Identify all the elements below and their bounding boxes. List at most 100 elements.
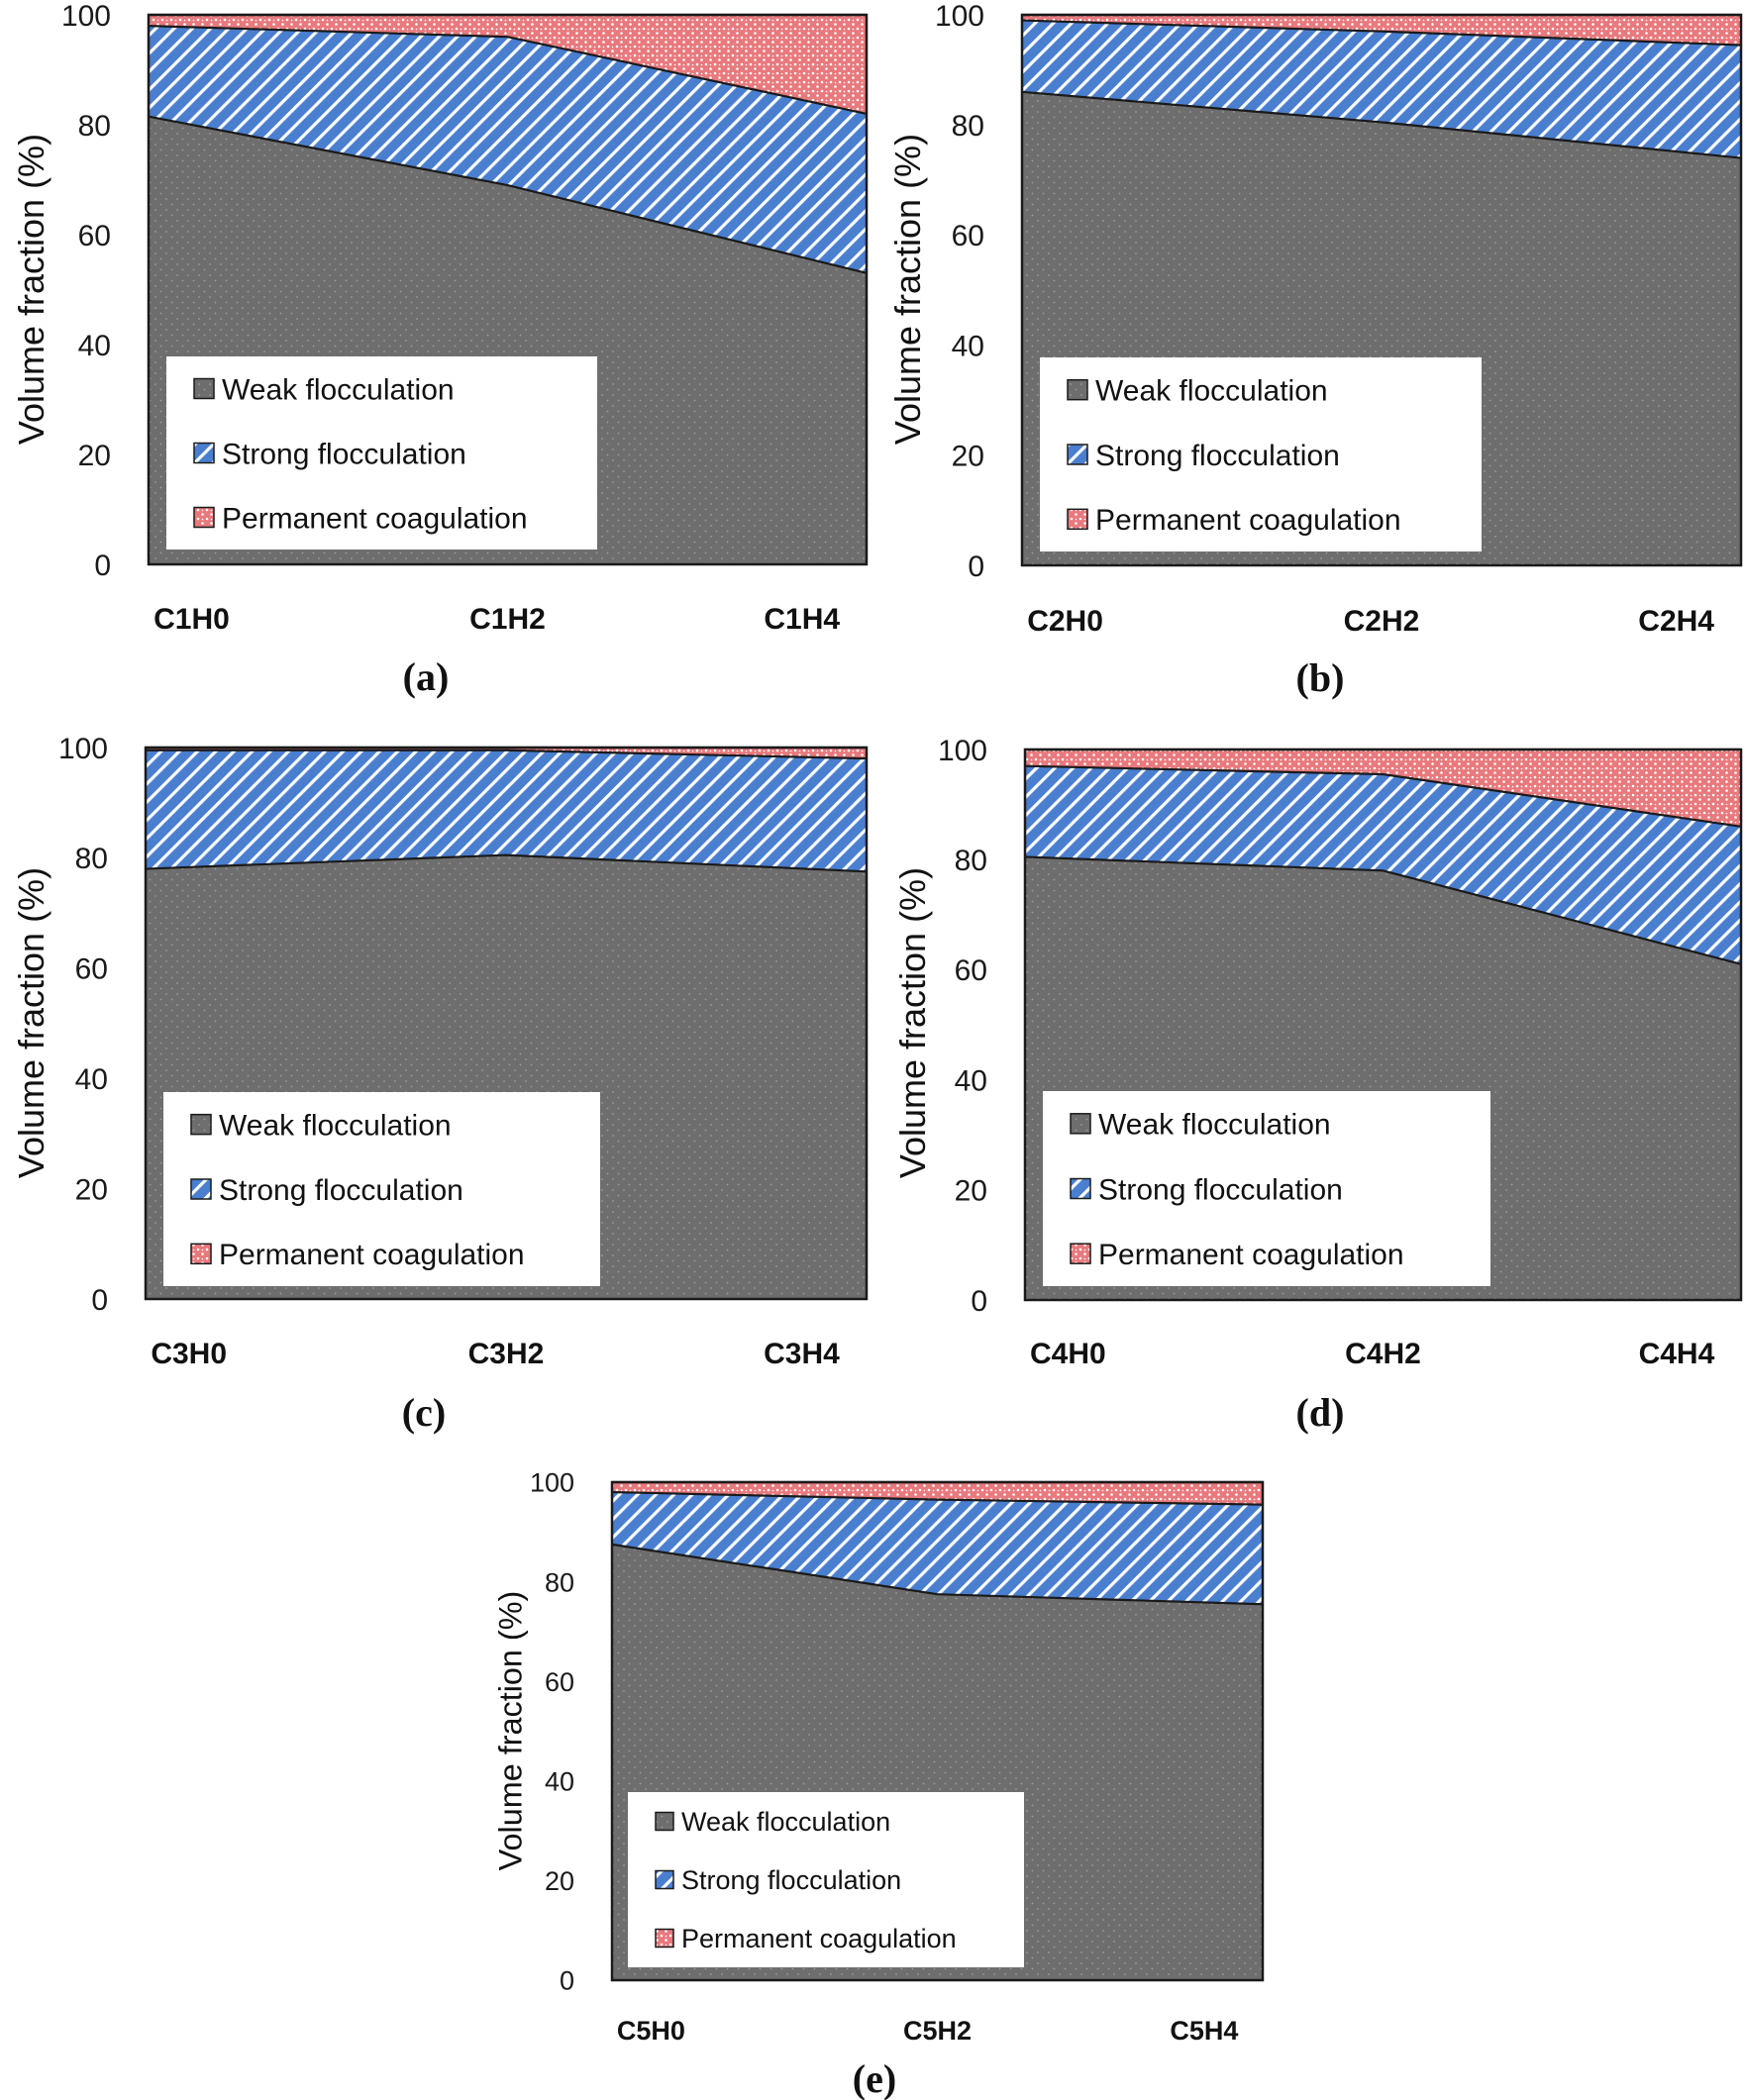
boundary-line-weak-d [1024, 855, 1742, 965]
y-tick-label: 40 [545, 1767, 574, 1797]
boundary-line-weak-b [1021, 90, 1742, 159]
y-tick-label: 40 [955, 1064, 987, 1097]
y-tick-label: 0 [968, 550, 984, 583]
chart-panel-c: 0 20 40 60 80 100 Volume fraction (%) C3H0 C3H2 C… [11, 733, 869, 1435]
boundary-line-strong-e [611, 1490, 1264, 1506]
y-tick-label: 100 [938, 735, 987, 767]
y-axis-label: Volume fraction (%) [11, 134, 51, 445]
y-tick-label: 20 [545, 1866, 574, 1896]
y-tick-label: 0 [94, 550, 111, 582]
legend-swatch-weak [655, 1811, 674, 1832]
chart-panel-d: 0 20 40 60 80 100 Volume fraction (%) C4H0 C4H2 C… [892, 735, 1743, 1435]
x-category-label: C2H0 [1027, 605, 1103, 638]
y-tick-label: 40 [75, 1063, 108, 1096]
legend-label-permanent: Permanent coagulation [681, 1924, 957, 1953]
legend-swatch-weak [1067, 378, 1088, 401]
legend-swatch-permanent [655, 1928, 674, 1949]
chart-panel-a: 0 20 40 60 80 100 Volume fraction (%) C1H0 C1H2 C… [11, 0, 869, 699]
x-category-label: C3H4 [764, 1338, 840, 1370]
area-permanent-c [146, 748, 867, 759]
boundary-line-strong-c [146, 749, 868, 760]
x-category-label: C1H4 [764, 603, 840, 636]
y-axis-label: Volume fraction (%) [892, 867, 933, 1178]
x-category-label: C5H4 [1170, 2016, 1238, 2046]
y-tick-label: 100 [61, 0, 111, 33]
legend-label-strong: Strong flocculation [219, 1174, 463, 1207]
legend: Weak flocculation Strong flocculation Perm… [163, 1092, 600, 1286]
area-permanent-e [612, 1482, 1263, 1505]
y-tick-label: 60 [952, 220, 984, 252]
x-category-label: C1H0 [154, 603, 230, 636]
y-tick-label: 80 [75, 843, 108, 875]
boundary-line-weak-a [148, 115, 868, 274]
chart-panel-e: 0 20 40 60 80 100 Volume fraction (%) C5H0 C5H2 C… [492, 1468, 1265, 2100]
panel-caption: (b) [1296, 655, 1345, 700]
x-category-label: C3H2 [468, 1338, 545, 1370]
y-tick-label: 60 [75, 953, 108, 986]
legend-label-weak: Weak flocculation [222, 373, 455, 406]
legend-swatch-strong [1070, 1177, 1091, 1200]
legend-box [1040, 357, 1482, 551]
y-tick-label: 80 [955, 845, 987, 877]
y-tick-label: 40 [952, 330, 984, 362]
legend-label-weak: Weak flocculation [1095, 374, 1328, 407]
x-category-label: C2H4 [1638, 605, 1714, 638]
legend-box [163, 1092, 600, 1286]
panel-caption: (d) [1296, 1390, 1345, 1435]
plot-frame [147, 13, 869, 566]
boundary-line-weak-c [145, 853, 868, 873]
y-tick-label: 0 [560, 1966, 574, 1996]
x-category-label: C1H2 [469, 603, 546, 636]
legend-swatch-permanent [190, 1243, 212, 1265]
x-category-label: C4H2 [1345, 1338, 1421, 1370]
boundary-line-strong-d [1024, 764, 1742, 828]
x-category-label: C3H0 [151, 1338, 227, 1370]
boundary-line-weak-e [611, 1543, 1264, 1606]
legend-label-weak: Weak flocculation [681, 1807, 890, 1837]
y-tick-label: 60 [955, 954, 987, 987]
legend: Weak flocculation Strong flocculation Perm… [1040, 357, 1482, 551]
legend-swatch-permanent [193, 506, 215, 529]
area-strong-c [146, 750, 867, 872]
y-axis-label: Volume fraction (%) [887, 134, 928, 445]
legend-box [628, 1792, 1024, 1967]
legend-label-weak: Weak flocculation [219, 1109, 452, 1142]
panel-caption: (e) [853, 2056, 896, 2100]
plot-frame [1020, 13, 1743, 567]
y-tick-label: 80 [545, 1567, 574, 1597]
y-tick-label: 20 [78, 440, 111, 472]
y-tick-label: 20 [955, 1175, 987, 1208]
plot-frame [144, 746, 869, 1301]
x-category-label: C5H0 [617, 2016, 685, 2046]
y-tick-label: 80 [78, 110, 111, 143]
boundary-line-strong-a [148, 25, 868, 115]
legend-swatch-weak [193, 377, 215, 400]
area-permanent-d [1025, 750, 1741, 827]
legend-swatch-strong [193, 442, 215, 464]
legend-swatch-strong [190, 1178, 212, 1200]
x-category-label: C2H2 [1344, 605, 1420, 638]
y-tick-label: 60 [545, 1667, 574, 1697]
legend-swatch-weak [190, 1113, 212, 1136]
y-tick-label: 100 [58, 733, 108, 765]
y-axis-label: Volume fraction (%) [11, 867, 51, 1178]
legend: Weak flocculation Strong flocculation Perm… [1043, 1091, 1490, 1286]
y-tick-label: 0 [91, 1284, 108, 1317]
panel-caption: (a) [403, 654, 450, 699]
legend-swatch-weak [1070, 1113, 1091, 1135]
legend-label-strong: Strong flocculation [1098, 1173, 1343, 1206]
area-strong-b [1022, 20, 1741, 158]
panel-caption: (c) [402, 1390, 446, 1435]
legend-swatch-permanent [1070, 1243, 1091, 1264]
legend-swatch-strong [1067, 444, 1088, 465]
legend-label-permanent: Permanent coagulation [222, 502, 528, 535]
legend-swatch-strong [655, 1869, 674, 1890]
y-axis-label: Volume fraction (%) [492, 1591, 528, 1871]
x-category-label: C5H2 [903, 2016, 972, 2046]
legend-label-permanent: Permanent coagulation [1095, 504, 1401, 537]
boundary-line-strong-b [1021, 19, 1742, 47]
legend-swatch-permanent [1067, 508, 1088, 531]
y-tick-label: 20 [75, 1173, 108, 1206]
y-tick-label: 80 [952, 110, 984, 143]
legend-label-permanent: Permanent coagulation [219, 1239, 525, 1271]
